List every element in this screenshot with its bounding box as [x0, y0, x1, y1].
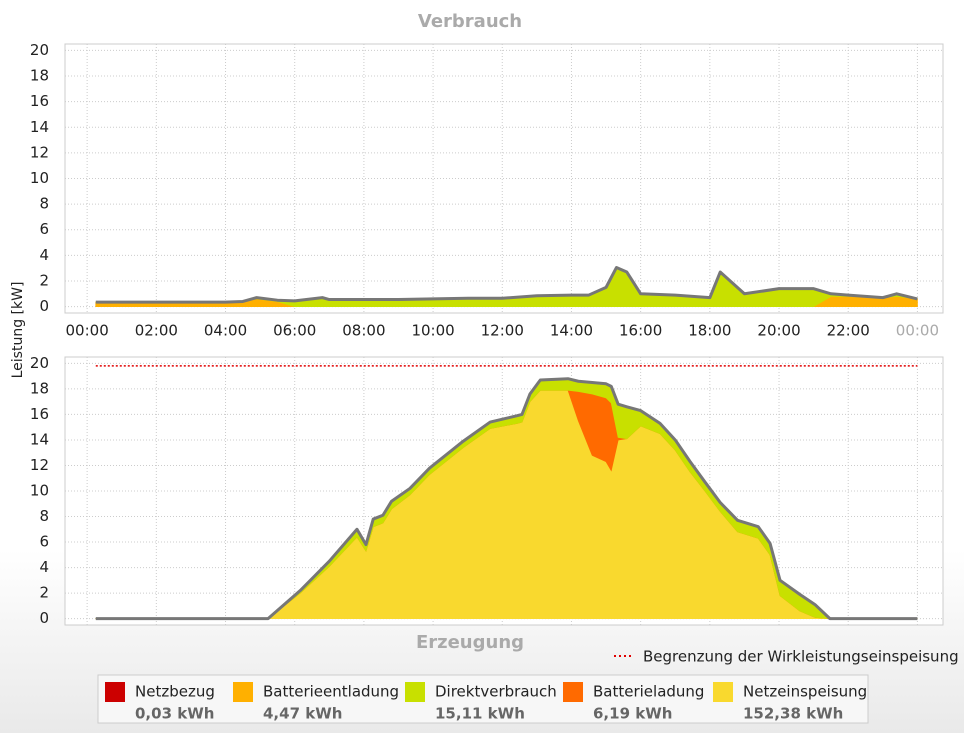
y-tick-label: 10	[30, 482, 49, 500]
y-tick-label: 0	[39, 609, 49, 627]
x-tick-label: 04:00	[204, 322, 247, 340]
y-tick-label: 20	[30, 41, 49, 59]
legend-total: 6,19 kWh	[593, 705, 672, 723]
y-tick-label: 2	[39, 271, 49, 289]
x-tick-label: 12:00	[481, 322, 524, 340]
legend-swatch	[713, 682, 733, 702]
legend-label: Netzeinspeisung	[743, 683, 867, 701]
x-tick-label: 08:00	[342, 322, 385, 340]
y-tick-label: 0	[39, 297, 49, 315]
y-tick-label: 16	[30, 405, 49, 423]
y-tick-label: 6	[39, 533, 49, 551]
legend-label: Batterieladung	[593, 683, 704, 701]
x-tick-label: 10:00	[411, 322, 454, 340]
legend-label: Netzbezug	[135, 683, 215, 701]
legend-label: Batterieentladung	[263, 683, 399, 701]
legend-total: 4,47 kWh	[263, 705, 342, 723]
legend-label: Direktverbrauch	[435, 683, 557, 701]
x-tick-label: 20:00	[757, 322, 800, 340]
y-tick-label: 6	[39, 220, 49, 238]
legend-total: 152,38 kWh	[743, 705, 843, 723]
x-tick-label: 14:00	[550, 322, 593, 340]
legend-box	[97, 674, 869, 724]
y-tick-label: 8	[39, 195, 49, 213]
total-outline	[95, 266, 918, 304]
y-tick-label: 14	[30, 430, 49, 448]
y-tick-label: 12	[30, 456, 49, 474]
y-tick-label: 8	[39, 507, 49, 525]
x-tick-label: 00:00	[66, 322, 109, 340]
y-tick-label: 20	[30, 354, 49, 372]
y-tick-label: 2	[39, 584, 49, 602]
legend-swatch	[405, 682, 425, 702]
total-outline	[95, 377, 918, 621]
x-tick-label: 06:00	[273, 322, 316, 340]
x-tick-label: 00:00	[896, 322, 939, 340]
y-tick-label: 10	[30, 169, 49, 187]
x-tick-label: 18:00	[688, 322, 731, 340]
legend-total: 0,03 kWh	[135, 705, 214, 723]
chart-title: Verbrauch	[418, 11, 522, 32]
y-tick-label: 18	[30, 379, 49, 397]
legend-swatch	[105, 682, 125, 702]
legend-swatch	[563, 682, 583, 702]
x-tick-label: 16:00	[619, 322, 662, 340]
y-tick-label: 14	[30, 118, 49, 136]
y-axis-label: Leistung [kW]	[10, 282, 26, 379]
y-tick-label: 12	[30, 143, 49, 161]
y-tick-label: 16	[30, 92, 49, 110]
chart-title: Erzeugung	[416, 632, 524, 653]
y-tick-label: 4	[39, 558, 49, 576]
limit-legend-label: Begrenzung der Wirkleistungseinspeisung	[643, 648, 959, 666]
y-tick-label: 4	[39, 246, 49, 264]
x-tick-label: 22:00	[827, 322, 870, 340]
legend-swatch	[233, 682, 253, 702]
legend-total: 15,11 kWh	[435, 705, 525, 723]
x-tick-label: 02:00	[135, 322, 178, 340]
y-tick-label: 18	[30, 67, 49, 85]
